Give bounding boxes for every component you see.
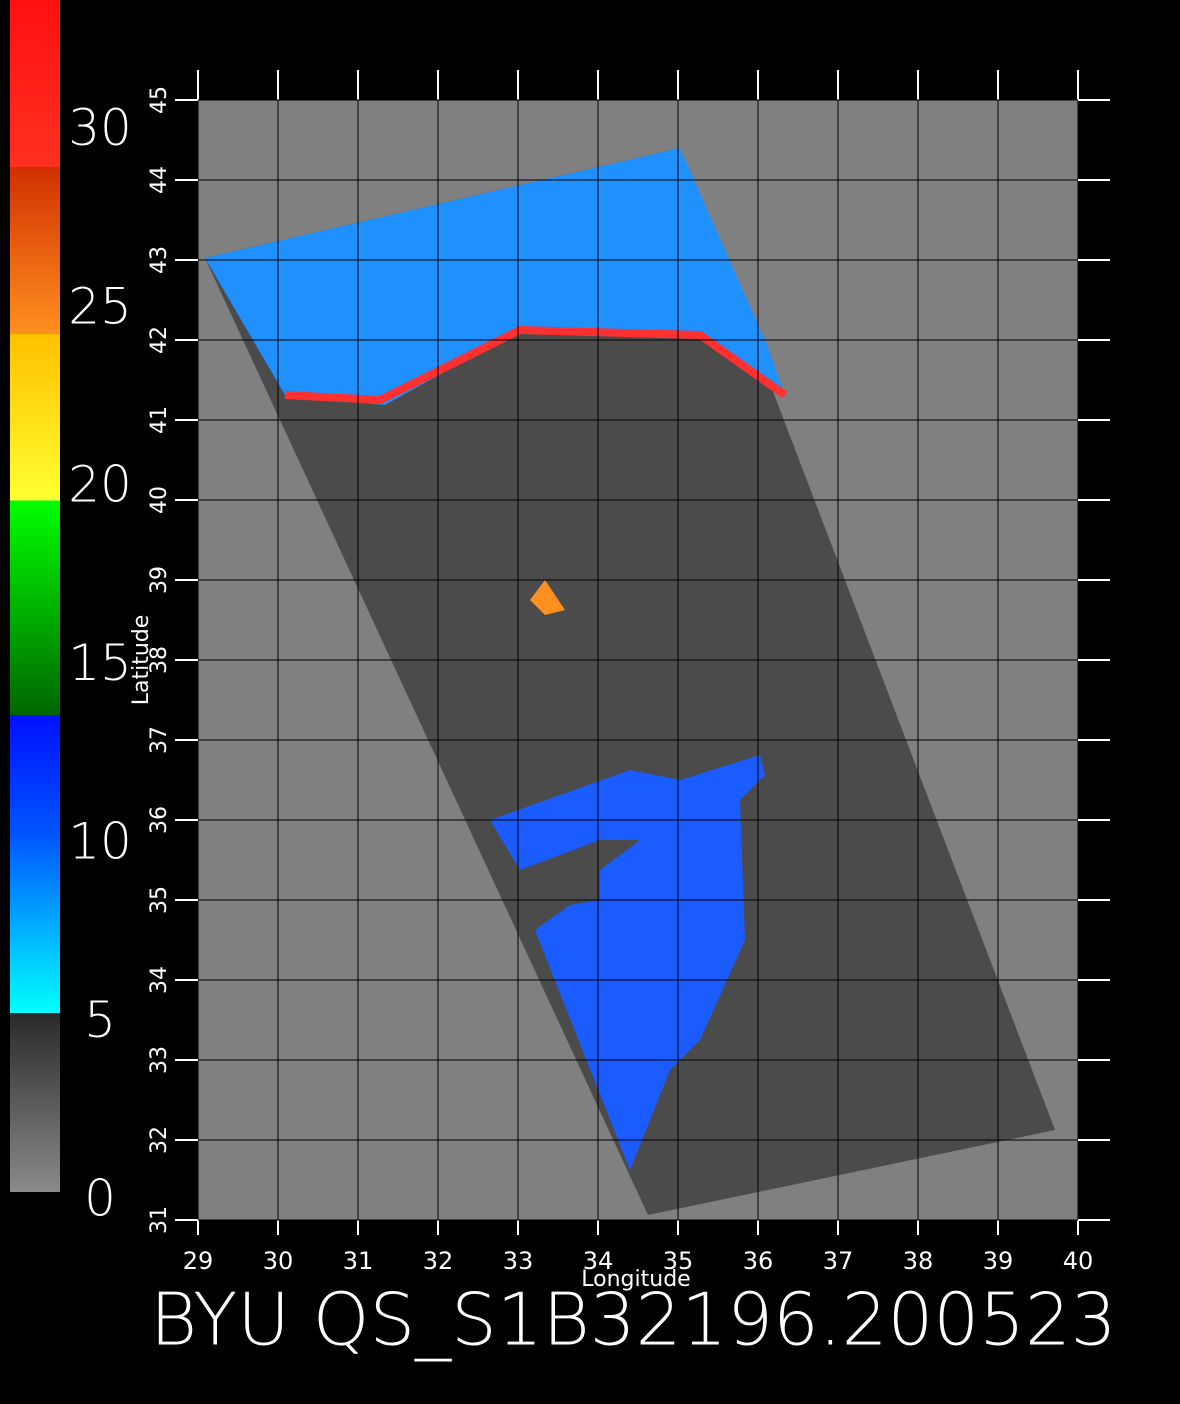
y-tick-label: 33 [147,1046,172,1074]
x-tick-label: 31 [343,1247,374,1275]
colorbar-label: 30 [68,99,132,157]
y-tick-label: 41 [147,406,172,434]
x-tick-label: 36 [743,1247,774,1275]
x-tick-label: 33 [503,1247,534,1275]
east-med-region [490,755,765,1170]
y-tick-label: 40 [147,486,172,514]
x-tick-label: 29 [183,1247,214,1275]
coast-edge [284,325,788,405]
y-tick-label: 32 [147,1126,172,1154]
colorbar-label: 20 [68,456,132,514]
x-tick-label: 38 [903,1247,934,1275]
colorbar-label: 5 [84,991,116,1049]
y-tick-label: 45 [147,86,172,114]
y-tick-label: 31 [147,1206,172,1234]
inland-patch [530,580,565,615]
x-tick-label: 30 [263,1247,294,1275]
y-tick-label: 34 [147,966,172,994]
x-tick-label: 39 [983,1247,1014,1275]
x-tick-label: 40 [1063,1247,1094,1275]
y-tick-label: 44 [147,166,172,194]
y-tick-label: 37 [147,726,172,754]
y-tick-label: 35 [147,886,172,914]
north-sea-region [205,148,785,405]
y-axis-label: Latitude [129,615,154,706]
colorbar [10,0,60,1192]
colorbar-label: 10 [68,813,132,871]
colorbar-label: 15 [68,634,132,692]
swath [205,148,1055,1215]
y-tick-label: 39 [147,566,172,594]
y-tick-label: 38 [147,646,172,674]
y-tick-label: 43 [147,246,172,274]
x-tick-label: 37 [823,1247,854,1275]
colorbar-label: 25 [68,277,132,335]
x-tick-label: 34 [583,1247,614,1275]
y-tick-label: 36 [147,806,172,834]
x-tick-label: 32 [423,1247,454,1275]
x-tick-label: 35 [663,1247,694,1275]
y-tick-label: 42 [147,326,172,354]
x-axis-label: Longitude [581,1267,690,1292]
colorbar-label: 0 [84,1170,116,1228]
title: BYU QS_S1B32196.200523 [150,1278,1117,1362]
grid [175,70,1110,1235]
